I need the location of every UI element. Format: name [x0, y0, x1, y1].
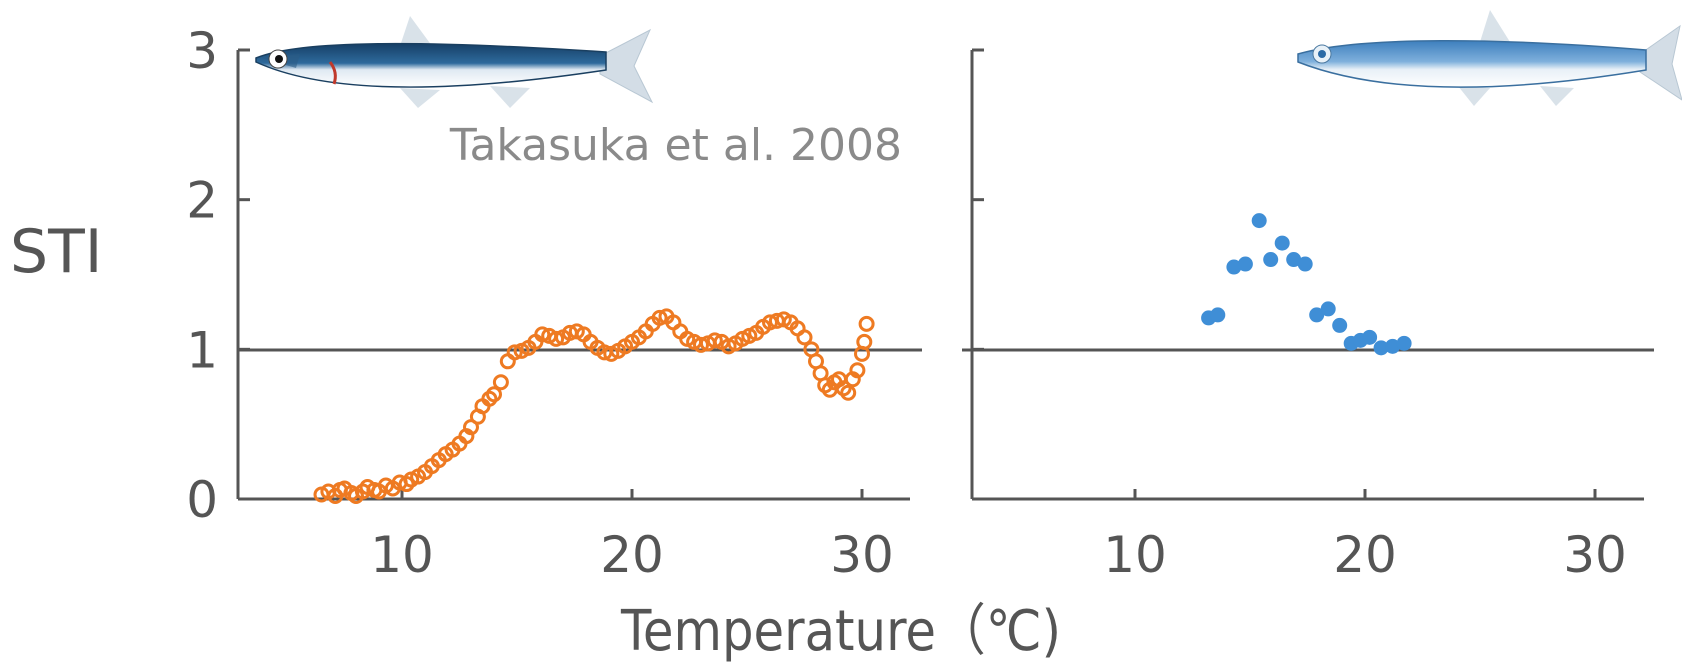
left-data-point: [486, 386, 502, 403]
right-data-point: [1373, 340, 1389, 356]
right-series: [1201, 213, 1412, 356]
left-x-tick-label: 10: [370, 526, 434, 584]
y-axis-title: STI: [10, 217, 102, 287]
left-data-point: [492, 374, 509, 391]
right-data-point: [1362, 329, 1378, 345]
left-data-point: [548, 330, 565, 347]
citation-annotation: Takasuka et al. 2008: [449, 120, 902, 171]
left-data-point: [796, 329, 813, 346]
right-x-tick-label: 20: [1333, 526, 1397, 584]
left-data-point: [651, 309, 668, 326]
right-data-point: [1309, 307, 1325, 323]
left-data-point: [534, 326, 551, 343]
left-data-point: [856, 333, 873, 350]
right-data-point: [1263, 252, 1279, 268]
right-x-tick-label: 30: [1563, 526, 1627, 584]
left-data-point: [858, 315, 875, 332]
anchovy-fish-image: [255, 16, 654, 108]
x-axis-title: Temperature（℃): [620, 599, 1061, 662]
left-data-point: [840, 384, 857, 401]
left-y-tick-label: 0: [186, 471, 218, 529]
left-panel-axes: [236, 50, 922, 501]
left-series: [313, 308, 875, 505]
left-data-point: [506, 344, 523, 361]
right-data-point: [1274, 235, 1290, 251]
right-data-point: [1237, 256, 1253, 272]
right-data-point: [1297, 256, 1313, 272]
right-data-point: [1251, 213, 1267, 229]
right-data-point: [1385, 338, 1401, 354]
right-x-tick-label: 10: [1103, 526, 1167, 584]
right-data-point: [1226, 259, 1242, 275]
left-y-tick-label: 3: [186, 22, 218, 80]
right-data-point: [1320, 301, 1336, 317]
left-y-tick-label: 2: [186, 172, 218, 230]
left-y-tick-label: 1: [186, 321, 218, 379]
left-data-point: [849, 362, 866, 379]
left-data-point: [693, 336, 709, 353]
sardine-fish-image: [1297, 10, 1682, 106]
left-x-tick-label: 20: [600, 526, 664, 584]
right-data-point: [1210, 307, 1226, 323]
right-data-point: [1396, 335, 1412, 351]
right-data-point: [1332, 317, 1348, 333]
right-data-point: [1286, 252, 1302, 268]
right-panel-axes: [962, 50, 1654, 501]
left-data-point: [706, 332, 723, 349]
left-x-tick-label: 30: [830, 526, 894, 584]
